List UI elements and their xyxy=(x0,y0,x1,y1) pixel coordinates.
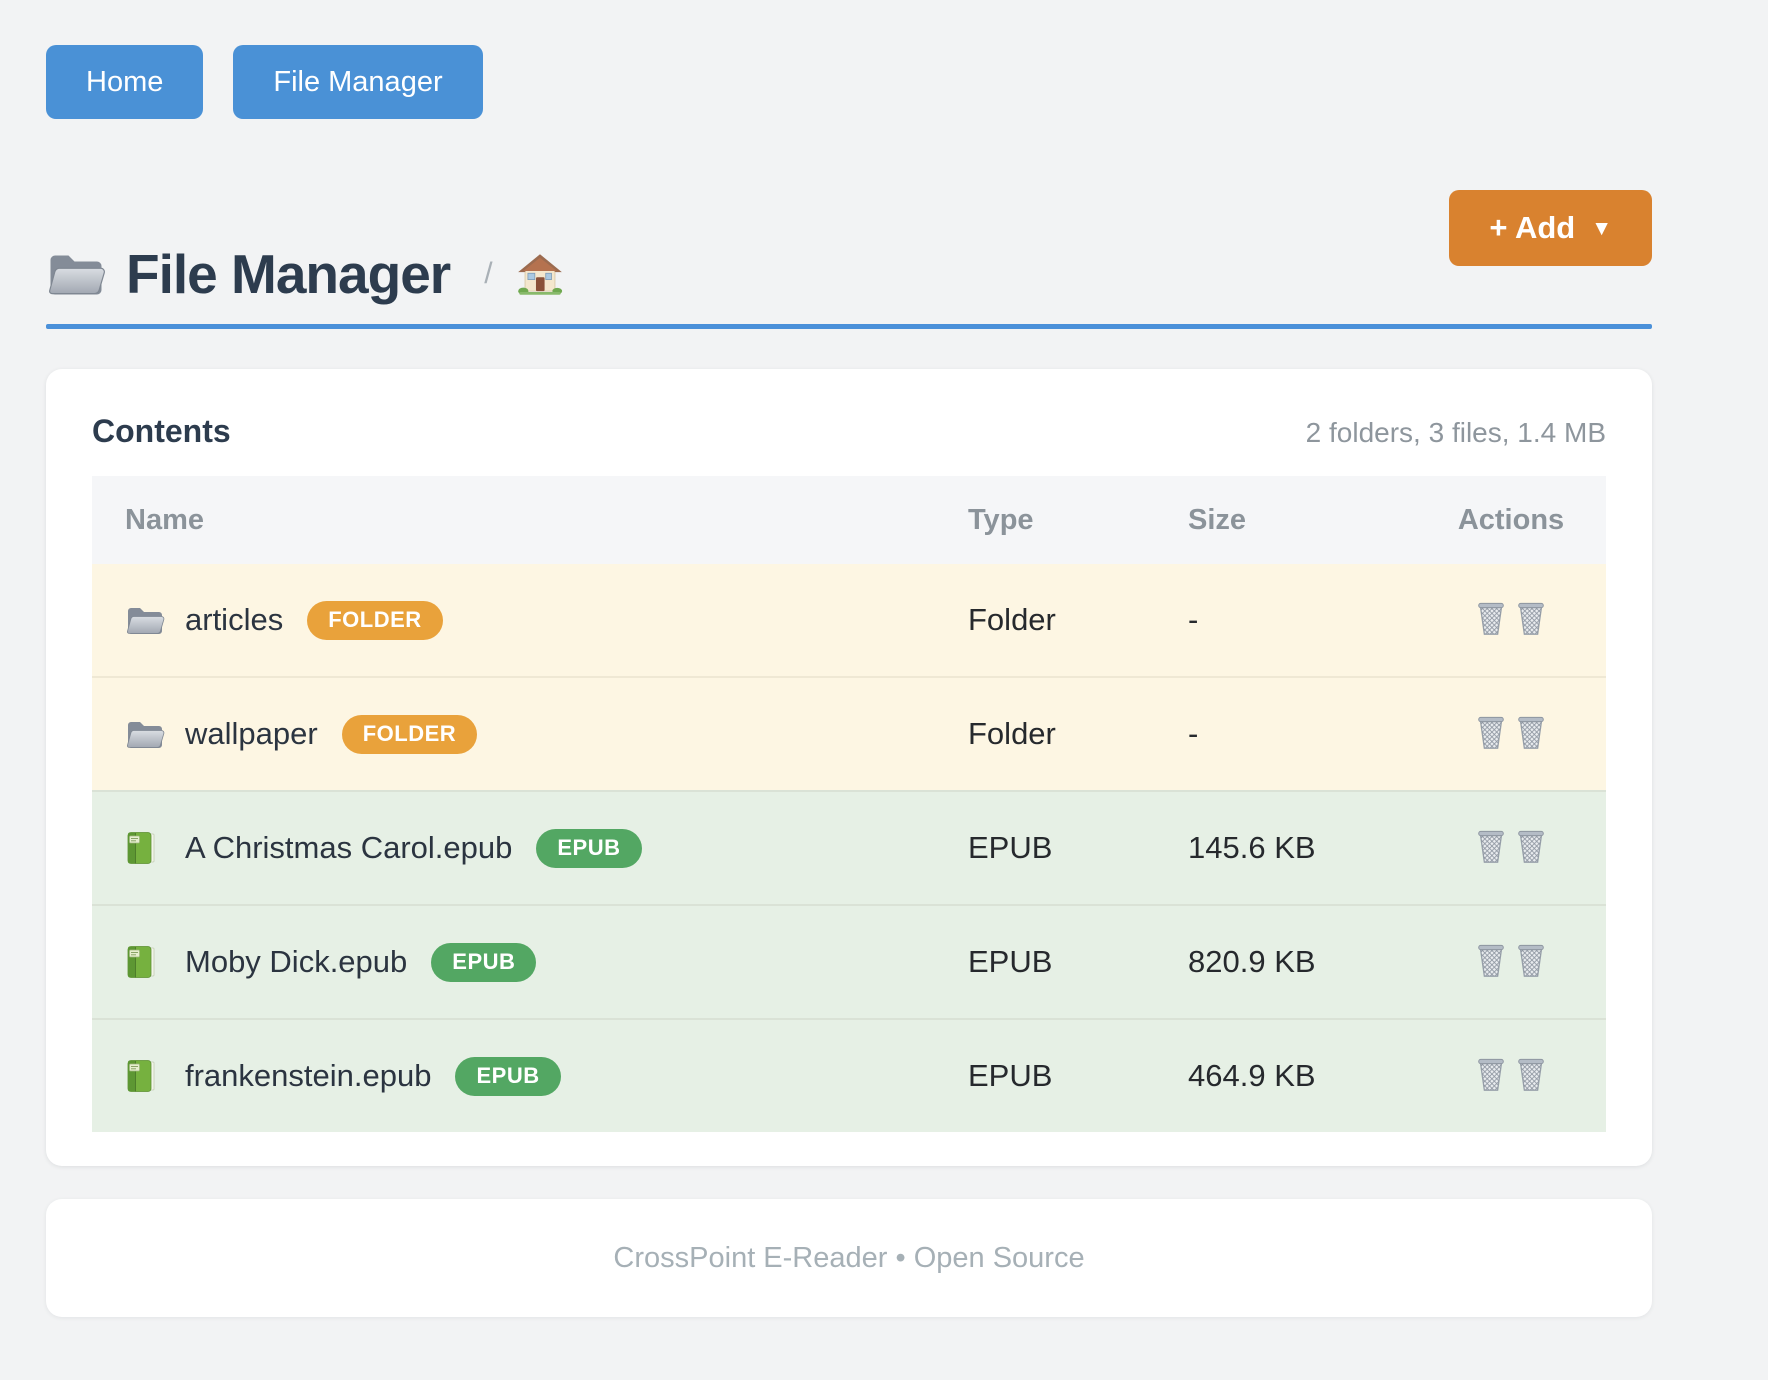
delete-button[interactable] xyxy=(1469,937,1553,988)
nav-button-home[interactable]: Home xyxy=(46,45,204,119)
actions-cell xyxy=(1416,937,1606,988)
name-cell: frankenstein.epub EPUB xyxy=(92,1056,968,1096)
page-header: File Manager / + Add ▼ xyxy=(46,190,1652,306)
column-header-type: Type xyxy=(968,503,1034,536)
trash-icon xyxy=(1473,599,1549,642)
type-cell: EPUB xyxy=(968,830,1053,865)
size-cell: 145.6 KB xyxy=(1188,830,1316,865)
column-header-size: Size xyxy=(1188,503,1247,536)
actions-cell xyxy=(1416,1051,1606,1102)
size-cell: - xyxy=(1188,602,1199,637)
trash-icon xyxy=(1473,941,1549,984)
trash-icon xyxy=(1473,713,1549,756)
breadcrumb-separator: / xyxy=(484,257,493,290)
actions-cell xyxy=(1416,595,1606,646)
type-badge: EPUB xyxy=(536,828,642,868)
size-cell: 820.9 KB xyxy=(1188,944,1316,979)
trash-icon xyxy=(1473,1055,1549,1098)
column-header-actions: Actions xyxy=(1457,503,1565,536)
name-cell: Moby Dick.epub EPUB xyxy=(92,942,968,982)
book-icon xyxy=(125,945,165,979)
folder-icon xyxy=(125,717,165,751)
add-button[interactable]: + Add ▼ xyxy=(1449,190,1652,266)
nav-bar: Home File Manager xyxy=(46,45,1652,119)
trash-icon xyxy=(1473,827,1549,870)
contents-card: Contents 2 folders, 3 files, 1.4 MB Name… xyxy=(46,369,1652,1166)
type-badge: EPUB xyxy=(431,942,537,982)
file-name: articles xyxy=(185,602,284,637)
card-title: Contents xyxy=(92,413,231,449)
type-cell: Folder xyxy=(968,602,1056,637)
name-cell: wallpaper FOLDER xyxy=(92,714,968,754)
file-name: A Christmas Carol.epub xyxy=(185,830,513,865)
title-group: File Manager / xyxy=(46,242,563,306)
name-cell: A Christmas Carol.epub EPUB xyxy=(92,828,968,868)
delete-button[interactable] xyxy=(1469,823,1553,874)
add-button-label: + Add xyxy=(1489,210,1576,245)
table-body: articles FOLDER Folder - xyxy=(92,564,1606,1132)
table-row[interactable]: frankenstein.epub EPUB EPUB 464.9 KB xyxy=(92,1018,1606,1132)
table-row[interactable]: wallpaper FOLDER Folder - xyxy=(92,676,1606,790)
delete-button[interactable] xyxy=(1469,595,1553,646)
size-cell: 464.9 KB xyxy=(1188,1058,1316,1093)
footer-text: CrossPoint E-Reader • Open Source xyxy=(613,1241,1085,1274)
card-header: Contents 2 folders, 3 files, 1.4 MB xyxy=(92,413,1606,450)
title-underline xyxy=(46,324,1652,329)
file-name: frankenstein.epub xyxy=(185,1058,432,1093)
file-name: wallpaper xyxy=(185,716,318,751)
book-icon xyxy=(125,1059,165,1093)
table-row[interactable]: Moby Dick.epub EPUB EPUB 820.9 KB xyxy=(92,904,1606,1018)
house-icon[interactable] xyxy=(517,252,563,296)
file-name: Moby Dick.epub xyxy=(185,944,408,979)
name-cell: articles FOLDER xyxy=(92,600,968,640)
actions-cell xyxy=(1416,823,1606,874)
actions-cell xyxy=(1416,709,1606,760)
nav-button-file-manager[interactable]: File Manager xyxy=(233,45,483,119)
table-row[interactable]: A Christmas Carol.epub EPUB EPUB 145.6 K… xyxy=(92,790,1606,904)
table-row[interactable]: articles FOLDER Folder - xyxy=(92,564,1606,676)
chevron-down-icon: ▼ xyxy=(1591,216,1612,240)
size-cell: - xyxy=(1188,716,1199,751)
table-header-row: Name Type Size Actions xyxy=(92,476,1606,564)
type-badge: EPUB xyxy=(455,1056,561,1096)
contents-summary: 2 folders, 3 files, 1.4 MB xyxy=(1305,417,1606,448)
type-cell: EPUB xyxy=(968,1058,1053,1093)
page-container: Home File Manager File Manager / xyxy=(46,0,1652,1317)
folder-icon xyxy=(46,248,106,300)
type-badge: FOLDER xyxy=(341,714,478,754)
column-header-name: Name xyxy=(125,503,204,536)
folder-icon xyxy=(125,603,165,637)
type-cell: Folder xyxy=(968,716,1056,751)
file-table: Name Type Size Actions articles FOLDER F… xyxy=(92,476,1606,1132)
type-cell: EPUB xyxy=(968,944,1053,979)
page-title: File Manager xyxy=(126,243,451,305)
delete-button[interactable] xyxy=(1469,709,1553,760)
type-badge: FOLDER xyxy=(307,600,443,640)
book-icon xyxy=(125,831,165,865)
delete-button[interactable] xyxy=(1469,1051,1553,1102)
footer: CrossPoint E-Reader • Open Source xyxy=(46,1199,1652,1317)
